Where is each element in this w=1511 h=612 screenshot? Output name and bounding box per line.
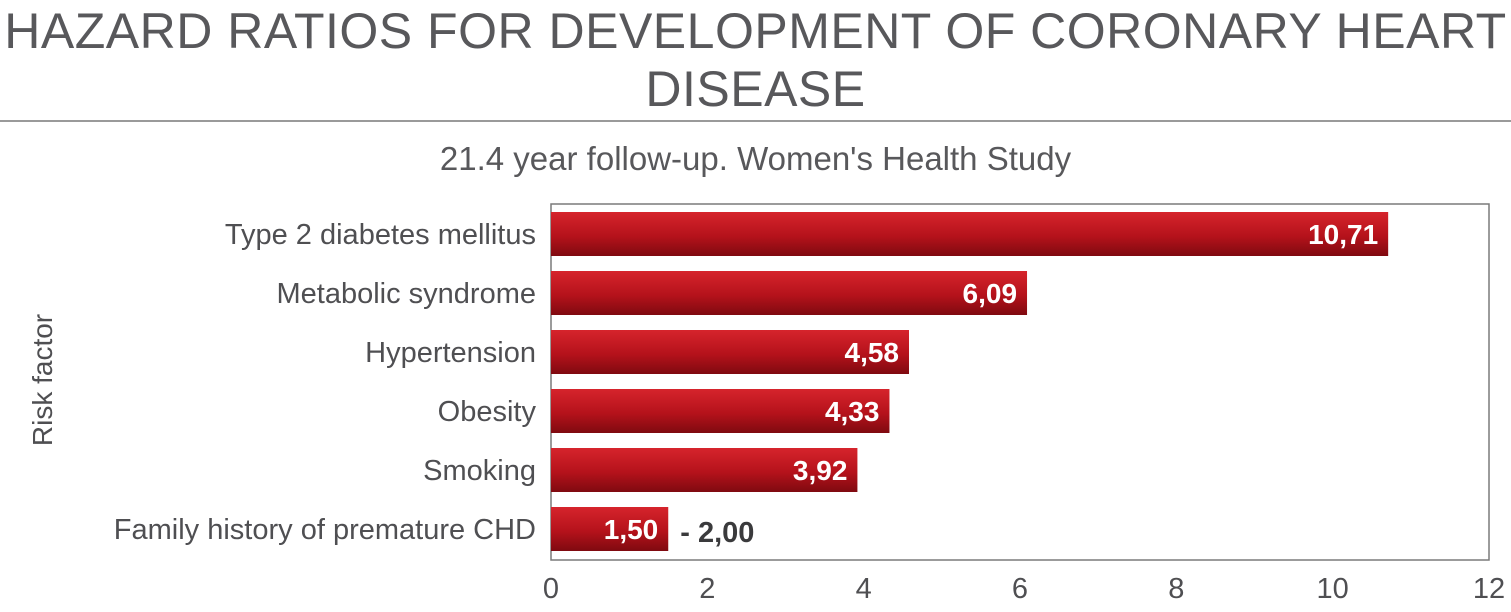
bar-4 [551, 448, 858, 492]
bar-0 [551, 212, 1389, 256]
value-label-1: 6,09 [963, 278, 1018, 309]
category-label-1: Metabolic syndrome [277, 278, 537, 310]
chart-subtitle: 21.4 year follow-up. Women's Health Stud… [439, 140, 1072, 177]
category-label-2: Hypertension [365, 337, 536, 369]
bar-5 [551, 507, 669, 551]
range-note: - 2,00 [680, 517, 754, 549]
plot-area [550, 203, 1490, 561]
x-tick-label-5: 10 [1317, 573, 1349, 605]
x-tick-label-0: 0 [543, 573, 559, 605]
y-axis-label: Risk factor [27, 314, 58, 446]
x-tick-label-6: 12 [1473, 573, 1505, 605]
x-tick-label-4: 8 [1168, 573, 1184, 605]
x-tick-label-1: 2 [699, 573, 715, 605]
x-tick-label-2: 4 [856, 573, 872, 605]
value-label-0: 10,71 [1308, 219, 1378, 250]
category-label-4: Smoking [423, 455, 536, 487]
x-tick-label-3: 6 [1012, 573, 1028, 605]
value-label-3: 4,33 [825, 396, 880, 427]
bar-1 [551, 271, 1028, 315]
bar-2 [551, 330, 910, 374]
value-label-5: 1,50 [604, 514, 659, 545]
title-divider [0, 120, 1511, 122]
category-label-5: Family history of premature CHD [114, 514, 536, 546]
category-label-0: Type 2 diabetes mellitus [225, 219, 536, 251]
bar-3 [551, 389, 890, 433]
value-label-2: 4,58 [845, 337, 900, 368]
value-label-4: 3,92 [793, 455, 848, 486]
category-label-3: Obesity [438, 396, 537, 428]
chart-title: HAZARD RATIOS FOR DEVELOPMENT OF CORONAR… [4, 3, 1507, 117]
